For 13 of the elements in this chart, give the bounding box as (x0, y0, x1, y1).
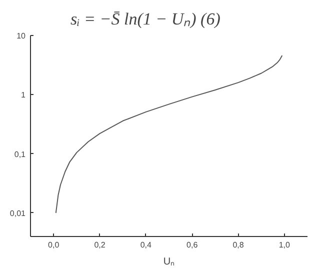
x-tick-label: 0,4 (140, 240, 152, 250)
y-tick-label: 0,01 (10, 208, 26, 218)
x-tick-label: 0,2 (94, 240, 106, 250)
x-tick-label: 1,0 (278, 240, 291, 250)
x-tick-label: 0,6 (186, 240, 198, 250)
line-series (55, 54, 283, 214)
y-tick-label: 10 (16, 32, 26, 40)
x-tick-label: 0,0 (48, 240, 60, 250)
y-tick-label: 1 (21, 90, 26, 100)
x-axis-title: Uₙ (163, 256, 175, 268)
y-tick-label: 0,1 (14, 150, 26, 159)
x-tick-label: 0,8 (232, 240, 244, 250)
text: sᵢ = −S̄ ln(1 − Uₙ) (6) (70, 10, 221, 28)
